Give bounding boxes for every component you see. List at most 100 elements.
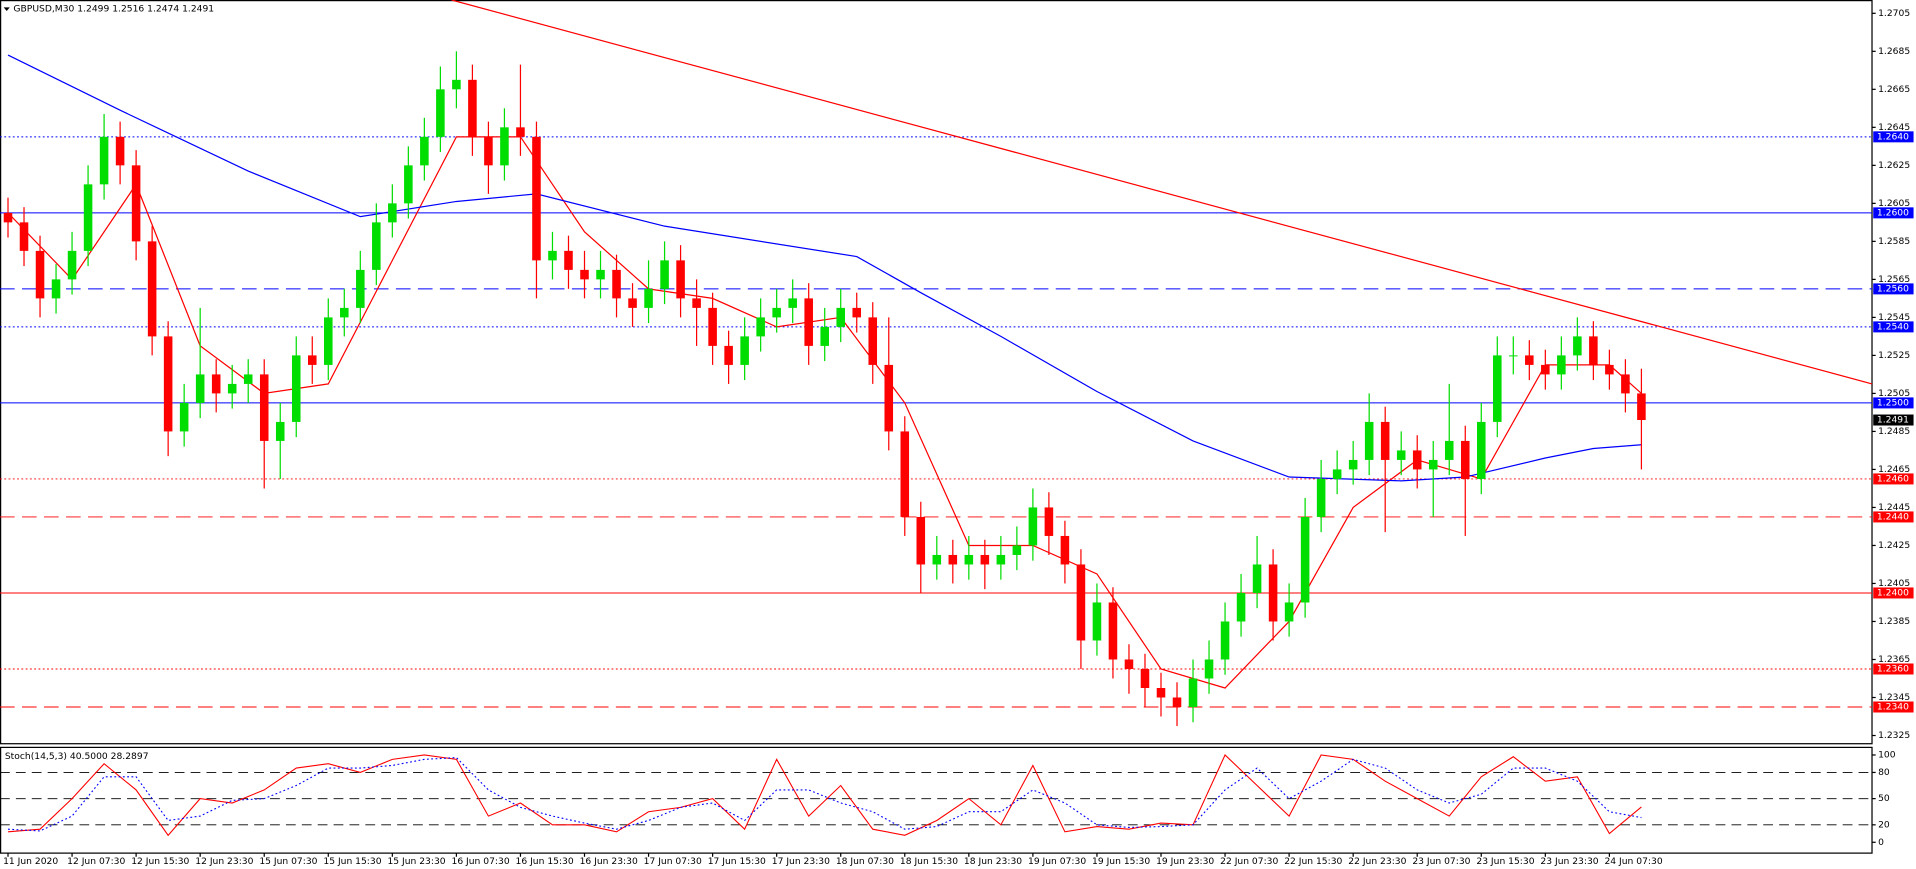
x-tick-label: 18 Jun 15:30 — [900, 856, 958, 867]
last-price-label: 1.2491 — [1877, 415, 1909, 426]
y-tick-label: 1.2445 — [1878, 502, 1910, 513]
candle-body — [1236, 592, 1246, 622]
indicator-title: Stoch(14,5,3) 40.5000 28.2897 — [5, 751, 149, 762]
level-label-box — [1873, 701, 1914, 713]
candle-body — [35, 250, 45, 299]
y-tick-label: 1.2365 — [1878, 654, 1910, 665]
level-label: 1.2540 — [1877, 321, 1909, 332]
candle-body — [1076, 564, 1086, 641]
level-label-box — [1873, 283, 1914, 295]
candle-body — [548, 250, 557, 261]
x-tick-label: 18 Jun 23:30 — [964, 856, 1022, 867]
level-label-box — [1873, 397, 1914, 409]
candle-body — [147, 241, 157, 337]
level-label-box — [1873, 473, 1914, 485]
level-label-box — [1873, 511, 1914, 523]
candle-body — [372, 222, 381, 270]
candle-body — [468, 79, 477, 137]
candle-body — [1621, 374, 1630, 394]
candle-body — [291, 355, 301, 422]
candle-body — [356, 269, 365, 308]
y-tick-label: 80 — [1878, 767, 1890, 778]
candle-body — [307, 355, 317, 365]
y-tick-label: 1.2385 — [1878, 616, 1910, 627]
y-tick-label: 1.2545 — [1878, 312, 1910, 323]
candle-body — [740, 336, 749, 365]
candle-body — [660, 260, 669, 289]
y-tick-label: 0 — [1878, 837, 1884, 848]
candle-body — [388, 203, 397, 223]
candle-body — [51, 279, 61, 299]
x-tick-label: 15 Jun 23:30 — [387, 856, 445, 867]
y-tick-label: 1.2625 — [1878, 160, 1910, 171]
candle-body — [1220, 621, 1230, 660]
x-tick-label: 16 Jun 07:30 — [452, 856, 510, 867]
candle-body — [532, 136, 541, 261]
candle-body — [772, 307, 781, 318]
y-tick-label: 1.2525 — [1878, 350, 1910, 361]
candle-body — [804, 298, 813, 346]
candle-body — [1012, 545, 1022, 555]
candle-body — [404, 165, 413, 204]
candle-body — [1092, 602, 1102, 641]
candle-body — [900, 431, 910, 517]
candle-body — [868, 317, 878, 365]
x-tick-label: 17 Jun 23:30 — [772, 856, 830, 867]
x-tick-label: 11 Jun 2020 — [3, 856, 58, 867]
candle-body — [1028, 507, 1038, 546]
y-tick-label: 20 — [1878, 819, 1890, 830]
candle-body — [3, 212, 13, 223]
candle-body — [340, 307, 349, 318]
x-tick-label: 22 Jun 23:30 — [1348, 856, 1406, 867]
candle-body — [1044, 507, 1054, 536]
candle-body — [1108, 602, 1118, 660]
candle-body — [1541, 364, 1550, 375]
candle-body — [996, 554, 1006, 565]
x-tick-label: 23 Jun 07:30 — [1412, 856, 1470, 867]
candle-body — [1332, 469, 1342, 479]
candle-body — [852, 307, 862, 318]
y-tick-label: 1.2485 — [1878, 426, 1910, 437]
x-tick-label: 17 Jun 07:30 — [644, 856, 702, 867]
candle-body — [1172, 697, 1182, 708]
candle-body — [211, 374, 221, 394]
candle-body — [884, 364, 894, 432]
candle-body — [1637, 393, 1646, 421]
menu-arrow[interactable] — [3, 7, 10, 11]
candle-body — [1252, 564, 1262, 593]
stoch-pane-border — [0, 746, 1873, 854]
y-tick-label: 1.2705 — [1878, 8, 1910, 19]
trendline — [451, 0, 1873, 385]
candle-body — [756, 317, 765, 337]
x-tick-label: 19 Jun 23:30 — [1156, 856, 1214, 867]
candle-body — [1412, 450, 1422, 470]
level-label: 1.2640 — [1877, 131, 1909, 142]
x-tick-label: 19 Jun 07:30 — [1028, 856, 1086, 867]
candle-body — [1460, 440, 1470, 479]
stoch-line — [7, 757, 1642, 832]
x-tick-label: 24 Jun 07:30 — [1604, 856, 1662, 867]
axes: 1.2705 1.2685 1.2665 1.2645 1.2625 1.2605 1.25… — [3, 8, 1914, 867]
x-tick-label: 23 Jun 23:30 — [1540, 856, 1598, 867]
candle-body — [243, 374, 253, 384]
candle-body — [1605, 364, 1614, 375]
candle-body — [628, 298, 637, 308]
y-tick-label: 50 — [1878, 793, 1890, 804]
candle-body — [644, 288, 653, 308]
y-tick-label: 1.2425 — [1878, 540, 1910, 551]
x-tick-label: 12 Jun 15:30 — [131, 856, 189, 867]
y-tick-label: 1.2325 — [1878, 730, 1910, 741]
candle-body — [1509, 355, 1518, 357]
level-label: 1.2360 — [1877, 663, 1909, 674]
candle-body — [195, 374, 205, 403]
candle-body — [1348, 459, 1358, 470]
candle-body — [1380, 421, 1390, 460]
candle-body — [708, 307, 717, 346]
level-label: 1.2560 — [1877, 283, 1909, 294]
candle-body — [1476, 421, 1486, 479]
price-plot — [0, 0, 1873, 727]
candle-body — [1428, 459, 1438, 470]
candle-body — [484, 136, 493, 166]
candle-body — [564, 250, 573, 270]
candle-body — [580, 269, 589, 280]
